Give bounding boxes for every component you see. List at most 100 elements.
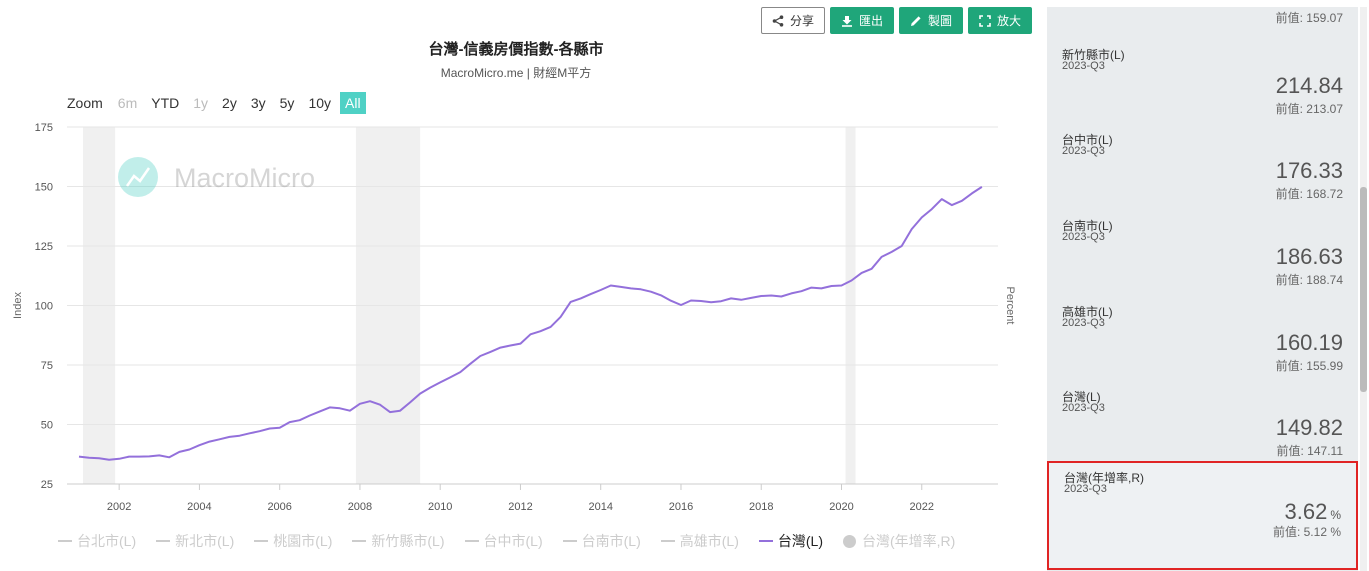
series-period: 2023-Q3 <box>1062 60 1105 72</box>
draw-button[interactable]: 製圖 <box>898 7 963 34</box>
series-name: 新竹縣市(L) <box>1062 48 1125 62</box>
series-value-unit: % <box>1330 508 1341 522</box>
enlarge-label: 放大 <box>996 14 1021 28</box>
x-tick-label: 2020 <box>829 501 853 513</box>
series-value: 3.62% <box>1285 499 1342 525</box>
chart-legend: 台北市(L) 新北市(L) 桃園市(L) 新竹縣市(L) 台中市(L) 台南市(L) 高雄市… <box>58 531 975 551</box>
series-prev-value: 前值: 188.74 <box>1275 273 1343 287</box>
legend-swatch <box>58 540 72 542</box>
legend-swatch <box>758 540 773 542</box>
legend-item[interactable]: 台南市(L) <box>562 531 641 551</box>
legend-swatch <box>156 540 171 542</box>
legend-label: 台中市(L) <box>483 533 543 549</box>
zoom-bar: Zoom 6m YTD 1y 2y 3y 5y 10y All <box>67 92 370 114</box>
legend-item[interactable]: 高雄市(L) <box>660 531 739 551</box>
y-tick-label: 25 <box>41 479 53 491</box>
watermark-logo: MacroMicro <box>118 157 315 197</box>
x-tick-label: 2010 <box>428 501 452 513</box>
watermark-icon <box>118 157 158 197</box>
zoom-button-10y[interactable]: 10y <box>308 95 332 111</box>
chart-toolbar: 分享 匯出 製圖 放大 <box>760 7 1032 34</box>
legend-label: 新竹縣市(L) <box>371 533 445 549</box>
series-card[interactable]: 新竹縣市(L) 2023-Q3 214.84 前值: 213.07 <box>1047 40 1358 125</box>
series-name: 台灣(年增率,R) <box>1064 471 1144 485</box>
legend-swatch <box>464 540 479 542</box>
y-tick-label: 50 <box>41 420 53 432</box>
x-tick-label: 2002 <box>107 501 131 513</box>
series-line <box>78 186 983 461</box>
series-value-number: 186.63 <box>1275 244 1343 269</box>
legend-item[interactable]: 台灣(年增率,R) <box>843 531 955 551</box>
panel-scrollbar[interactable] <box>1360 7 1367 571</box>
watermark-text: MacroMicro <box>174 163 315 193</box>
series-period: 2023-Q3 <box>1062 317 1105 329</box>
y-tick-label: 100 <box>35 301 53 313</box>
series-prev-value: 前值: 168.72 <box>1275 187 1343 201</box>
series-card[interactable]: 台中市(L) 2023-Q3 176.33 前值: 168.72 <box>1047 125 1358 210</box>
series-name: 高雄市(L) <box>1062 305 1113 319</box>
series-value: 186.63 <box>1276 244 1343 270</box>
series-prev-value: 前值: 213.07 <box>1275 102 1343 116</box>
x-tick-label: 2016 <box>669 501 693 513</box>
legend-item[interactable]: 台灣(L) <box>758 531 823 551</box>
zoom-button-ytd[interactable]: YTD <box>151 95 180 111</box>
legend-label: 台灣(L) <box>777 533 823 549</box>
series-card[interactable]: 台南市(L) 2023-Q3 186.63 前值: 188.74 <box>1047 211 1358 296</box>
series-period: 2023-Q3 <box>1064 483 1107 495</box>
y2-axis-label: Percent <box>1004 287 1016 325</box>
legend-swatch <box>843 534 856 548</box>
series-prev-value: 前值: 5.12 % <box>1272 525 1341 539</box>
x-tick-label: 2012 <box>508 501 532 513</box>
series-prev-value: 前值: 155.99 <box>1275 359 1343 373</box>
legend-swatch <box>562 540 577 542</box>
zoom-label: Zoom <box>67 95 103 111</box>
legend-label: 桃園市(L) <box>273 533 333 549</box>
y-axis-label: Index <box>12 292 24 319</box>
legend-item[interactable]: 新北市(L) <box>156 531 234 551</box>
zoom-button-6m[interactable]: 6m <box>117 95 138 111</box>
series-name: 台中市(L) <box>1062 133 1113 147</box>
legend-item[interactable]: 台中市(L) <box>464 531 543 551</box>
legend-item[interactable]: 桃園市(L) <box>254 531 332 551</box>
share-button[interactable]: 分享 <box>760 7 825 34</box>
series-values-panel: 前值: 159.07 新竹縣市(L) 2023-Q3 214.84 前值: 213.0… <box>1047 7 1358 571</box>
series-card[interactable]: 高雄市(L) 2023-Q3 160.19 前值: 155.99 <box>1047 297 1358 382</box>
chart-title: 台灣-信義房價指數-各縣市 <box>428 41 604 58</box>
series-period: 2023-Q3 <box>1062 145 1105 157</box>
zoom-button-2y[interactable]: 2y <box>222 95 237 111</box>
series-value-number: 3.62 <box>1284 499 1328 524</box>
series-card[interactable]: 台灣(年增率,R) 2023-Q3 3.62% 前值: 5.12 % <box>1047 461 1358 570</box>
export-label: 匯出 <box>858 14 883 28</box>
y-tick-label: 125 <box>35 241 53 253</box>
legend-item[interactable]: 台北市(L) <box>58 531 136 551</box>
zoom-button-5y[interactable]: 5y <box>279 95 295 111</box>
legend-swatch <box>352 540 367 542</box>
series-prev-value: 前值: 147.11 <box>1276 444 1343 458</box>
legend-label: 台南市(L) <box>581 533 641 549</box>
zoom-button-1y[interactable]: 1y <box>193 95 209 111</box>
zoom-button-all[interactable]: All <box>340 92 366 114</box>
line-chart: 25 50 75 100 125 150 175 2002 2004 2006 2008 2010 20… <box>12 122 1016 513</box>
legend-swatch <box>254 540 269 542</box>
series-value: 176.33 <box>1276 158 1343 184</box>
series-value-number: 160.19 <box>1275 330 1343 355</box>
draw-label: 製圖 <box>927 14 952 28</box>
x-tick-label: 2022 <box>910 501 934 513</box>
zoom-button-3y[interactable]: 3y <box>250 95 266 111</box>
x-tick-label: 2004 <box>187 501 211 513</box>
share-label: 分享 <box>789 14 814 28</box>
series-value-number: 149.82 <box>1275 415 1343 440</box>
series-value: 149.82 <box>1276 415 1343 441</box>
x-tick-label: 2006 <box>267 501 291 513</box>
scrollbar-thumb[interactable] <box>1360 187 1367 392</box>
legend-item[interactable]: 新竹縣市(L) <box>352 531 445 551</box>
legend-label: 高雄市(L) <box>679 533 739 549</box>
export-button[interactable]: 匯出 <box>829 7 894 34</box>
series-value: 214.84 <box>1276 73 1343 99</box>
enlarge-button[interactable]: 放大 <box>967 7 1032 34</box>
series-name: 台灣(L) <box>1062 390 1101 404</box>
legend-label: 新北市(L) <box>175 533 235 549</box>
previous-card-prev-value: 前值: 159.07 <box>1275 11 1343 25</box>
series-card[interactable]: 台灣(L) 2023-Q3 149.82 前值: 147.11 <box>1047 382 1358 467</box>
expand-icon <box>979 14 991 27</box>
